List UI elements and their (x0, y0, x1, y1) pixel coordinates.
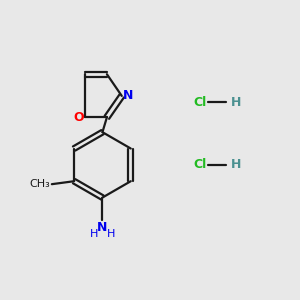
Text: O: O (74, 111, 84, 124)
Text: Cl: Cl (193, 158, 206, 171)
Text: H: H (231, 158, 242, 171)
Text: N: N (122, 89, 133, 102)
Text: Cl: Cl (193, 96, 206, 109)
Text: N: N (97, 221, 108, 234)
Text: H: H (231, 96, 242, 109)
Text: CH₃: CH₃ (30, 179, 50, 189)
Text: H: H (106, 229, 115, 239)
Text: H: H (90, 229, 98, 239)
